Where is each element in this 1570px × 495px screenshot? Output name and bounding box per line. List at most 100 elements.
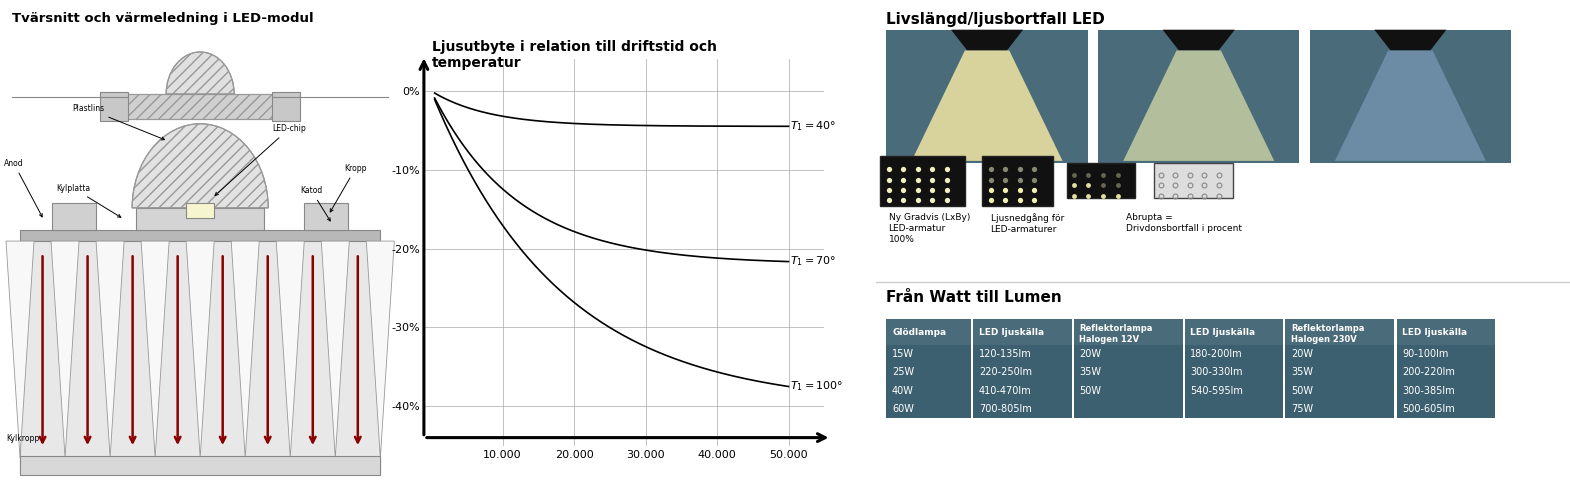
Bar — [973, 400, 1072, 418]
Text: Reflektorlampa: Reflektorlampa — [1080, 324, 1152, 333]
Text: LED ljuskälla: LED ljuskälla — [1402, 328, 1468, 337]
Bar — [1286, 363, 1394, 382]
Text: 15W: 15W — [892, 349, 914, 359]
Bar — [272, 92, 300, 121]
Polygon shape — [951, 30, 1024, 50]
Bar — [1286, 319, 1394, 345]
Text: Abrupta =
Drivdonsbortfall i procent: Abrupta = Drivdonsbortfall i procent — [1126, 213, 1242, 233]
Polygon shape — [6, 241, 35, 458]
Bar — [887, 345, 972, 363]
Text: Plastlins: Plastlins — [72, 104, 165, 140]
Bar — [1185, 363, 1283, 382]
Text: LED ljuskälla: LED ljuskälla — [1190, 328, 1256, 337]
Polygon shape — [96, 241, 124, 458]
Polygon shape — [1123, 50, 1275, 161]
Bar — [1309, 30, 1510, 163]
Bar — [1396, 382, 1495, 400]
Bar — [1074, 363, 1182, 382]
Bar — [137, 208, 264, 230]
Bar — [1068, 163, 1135, 198]
Bar — [1286, 345, 1394, 363]
Text: 20W: 20W — [1291, 349, 1313, 359]
Text: Från Watt till Lumen: Från Watt till Lumen — [887, 290, 1063, 304]
Bar — [20, 456, 380, 475]
Polygon shape — [366, 241, 394, 458]
Wedge shape — [132, 124, 268, 208]
Bar — [973, 363, 1072, 382]
Text: 90-100lm: 90-100lm — [1402, 349, 1449, 359]
Bar — [1286, 382, 1394, 400]
Bar — [881, 156, 966, 206]
Text: Tvärsnitt och värmeledning i LED-modul: Tvärsnitt och värmeledning i LED-modul — [13, 12, 314, 25]
Text: 50W: 50W — [1291, 386, 1313, 396]
Bar — [887, 382, 972, 400]
Text: 50W: 50W — [1080, 386, 1102, 396]
Bar — [20, 241, 380, 473]
Text: 60W: 60W — [892, 404, 914, 414]
Text: Ny Gradvis (LxBy)
LED-armatur
100%: Ny Gradvis (LxBy) LED-armatur 100% — [889, 213, 970, 244]
Text: Anod: Anod — [5, 159, 42, 217]
Polygon shape — [52, 241, 78, 458]
Text: Ljusnedgång för
LED-armaturer: Ljusnedgång för LED-armaturer — [991, 213, 1064, 234]
Text: 75W: 75W — [1291, 404, 1313, 414]
Bar — [52, 203, 96, 230]
Bar — [973, 345, 1072, 363]
Text: 200-220lm: 200-220lm — [1402, 367, 1455, 378]
Text: 540-595lm: 540-595lm — [1190, 386, 1243, 396]
Text: Kylkropp: Kylkropp — [6, 434, 39, 443]
Bar — [1396, 400, 1495, 418]
Bar — [20, 230, 380, 241]
Bar — [1185, 345, 1283, 363]
Text: Halogen 12V: Halogen 12V — [1080, 335, 1140, 344]
Text: Halogen 230V: Halogen 230V — [1291, 335, 1356, 344]
Bar — [1074, 319, 1182, 345]
Text: Kropp: Kropp — [330, 164, 367, 212]
Polygon shape — [322, 241, 349, 458]
Text: 180-200lm: 180-200lm — [1190, 349, 1243, 359]
Bar — [20, 456, 380, 475]
Bar — [1396, 345, 1495, 363]
Bar — [887, 400, 972, 418]
Bar — [1185, 400, 1283, 418]
Bar — [121, 94, 279, 119]
Bar — [983, 156, 1053, 206]
Bar — [305, 203, 349, 230]
Text: 20W: 20W — [1080, 349, 1102, 359]
Polygon shape — [141, 241, 170, 458]
Bar — [1185, 319, 1283, 345]
Text: 410-470lm: 410-470lm — [978, 386, 1031, 396]
Text: 500-605lm: 500-605lm — [1402, 404, 1455, 414]
Text: Ljusutbyte i relation till driftstid och
temperatur: Ljusutbyte i relation till driftstid och… — [432, 40, 717, 70]
Polygon shape — [1374, 30, 1446, 50]
Text: 40W: 40W — [892, 386, 914, 396]
Bar — [1097, 30, 1300, 163]
Text: 35W: 35W — [1291, 367, 1313, 378]
Bar — [1074, 382, 1182, 400]
Text: $T_1 = 40°$: $T_1 = 40°$ — [790, 119, 837, 133]
Text: $T_1 = 70°$: $T_1 = 70°$ — [790, 255, 837, 268]
Bar — [121, 94, 279, 119]
Bar — [887, 30, 1088, 163]
Bar — [137, 208, 264, 230]
Bar — [20, 241, 380, 473]
Polygon shape — [276, 241, 305, 458]
Text: Livslängd/ljusbortfall LED: Livslängd/ljusbortfall LED — [887, 12, 1105, 27]
Text: 300-385lm: 300-385lm — [1402, 386, 1455, 396]
Bar — [1185, 382, 1283, 400]
Text: 35W: 35W — [1080, 367, 1102, 378]
Text: 220-250lm: 220-250lm — [978, 367, 1031, 378]
Text: Kylplatta: Kylplatta — [57, 184, 121, 217]
Bar — [187, 203, 214, 218]
Bar — [973, 382, 1072, 400]
Bar — [1396, 319, 1495, 345]
Bar — [1074, 400, 1182, 418]
Text: 300-330lm: 300-330lm — [1190, 367, 1243, 378]
Wedge shape — [166, 52, 234, 94]
Bar — [1396, 363, 1495, 382]
Text: $T_1 = 100°$: $T_1 = 100°$ — [790, 380, 843, 394]
Text: 700-805lm: 700-805lm — [978, 404, 1031, 414]
Text: 120-135lm: 120-135lm — [978, 349, 1031, 359]
Bar — [1074, 345, 1182, 363]
Polygon shape — [231, 241, 259, 458]
Bar — [1154, 163, 1234, 198]
